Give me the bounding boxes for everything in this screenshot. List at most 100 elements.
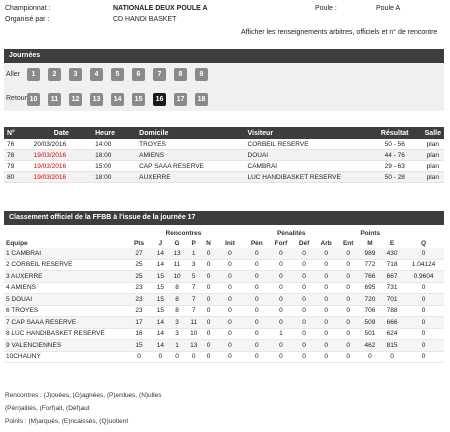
match-visiteur: DOUAI [244,149,368,161]
cls-cell: 0 [202,259,215,271]
cls-cell: 0 [314,248,338,260]
cls-cell: 989 [358,248,382,260]
journee-button-4[interactable]: 4 [90,68,103,81]
journee-button-18[interactable]: 18 [195,93,208,106]
cls-cell: 8 [168,282,186,294]
journee-button-10[interactable]: 10 [27,93,40,106]
cls-cell: 15 [126,339,152,352]
cls-cell: 14 [152,339,169,352]
cls-cell: 624 [381,328,404,340]
journee-button-6[interactable]: 6 [132,68,145,81]
journee-button-9[interactable]: 9 [195,68,208,81]
group-rencontres: Rencontres [165,229,202,237]
cls-cell: 8 [168,293,186,306]
classement-row: 9 VALENCIENNES 15 14 1 13 0 0 0 0 0 0 0 462 815 0 [4,339,444,352]
cls-cell: 0 [314,259,338,271]
journee-button-13[interactable]: 13 [90,93,103,106]
team-name: 5 DOUAI [4,293,126,306]
match-visiteur: CORBEIL RESERVE [244,139,368,150]
cls-cell: 501 [358,328,382,340]
cls-cell: 1 [185,248,203,260]
cls-cell: 0 [314,328,338,340]
cls-col-10: Arb [320,239,332,247]
cls-cell: 15 [152,293,169,306]
journee-button-11[interactable]: 11 [48,93,61,106]
cls-cell: 3 [168,316,186,329]
cls-cell: 731 [381,282,404,294]
match-salle[interactable]: plan [421,160,444,172]
cls-cell: 0 [244,328,269,340]
journee-button-5[interactable]: 5 [111,68,124,81]
match-num: 78 [4,149,31,161]
cls-col-12: M [367,239,373,247]
journee-button-15[interactable]: 15 [132,93,145,106]
cls-cell: 0 [293,293,315,306]
legend-penalites: (Pén)alités, (Forf)ait, (Déf)aut [5,405,90,412]
cls-cell: 0 [337,270,359,283]
cls-cell: 0 [244,293,269,306]
cls-cell: 1 [168,339,186,352]
cls-col-14: Q [421,239,427,247]
cls-cell: 0 [214,293,245,306]
aller-label: Aller [6,71,21,78]
journee-button-7[interactable]: 7 [153,68,166,81]
match-salle[interactable]: plan [421,171,444,183]
cls-col-13: E [389,239,395,247]
match-salle[interactable]: plan [421,139,444,150]
cls-cell: 509 [358,316,382,329]
cls-cell: 0 [268,339,294,352]
match-salle[interactable]: plan [421,149,444,161]
match-date: 19/03/2016 [30,160,93,172]
journee-button-16[interactable]: 16 [153,93,166,106]
cls-cell: 666 [381,316,404,329]
cls-cell: 0 [293,351,315,363]
match-resultat: 44 - 76 [367,149,422,161]
team-name: 7 CAP SAAA RESERVE [4,316,126,329]
cls-cell: 0 [293,248,315,260]
journee-button-14[interactable]: 14 [111,93,124,106]
renseignements-link[interactable]: Afficher les renseignements arbitres, of… [241,29,438,36]
col-resultat: Résultat [367,127,422,139]
cls-col-11: Ent [342,239,354,247]
cls-cell: 0 [293,270,315,283]
cls-cell: 0 [381,351,404,363]
col-salle: Salle [421,127,444,139]
journee-button-12[interactable]: 12 [69,93,82,106]
cls-col-2: J [158,239,163,247]
cls-cell: 0 [337,293,359,306]
cls-cell: 0 [244,259,269,271]
cls-cell: 0 [214,316,245,329]
cls-cell: 0 [268,351,294,363]
cls-cell: 1 [268,328,294,340]
journee-button-2[interactable]: 2 [48,68,61,81]
championnat-label: Championnat : [5,5,51,12]
cls-cell: 23 [126,293,152,306]
cls-cell: 3 [185,259,203,271]
cls-cell: 0 [403,248,444,260]
journee-button-1[interactable]: 1 [27,68,40,81]
cls-cell: 0 [293,259,315,271]
cls-cell: 11 [168,259,186,271]
cls-col-0: Equipe [6,239,28,247]
journee-button-8[interactable]: 8 [174,68,187,81]
retour-label: Retour [6,95,28,102]
match-heure: 18:00 [92,171,137,183]
cls-cell: 14 [152,259,169,271]
team-name: 4 AMIENS [4,282,126,294]
cls-cell: 0 [337,305,359,317]
cls-cell: 25 [126,259,152,271]
cls-cell: 0 [293,282,315,294]
match-row: 76 20/03/2016 14:00 TROYES CORBEIL RESERVE 50… [4,139,444,150]
cls-cell: 0 [268,259,294,271]
cls-col-8: Forf [274,239,288,247]
cls-cell: 0 [293,339,315,352]
journee-button-17[interactable]: 17 [174,93,187,106]
cls-cell: 16 [126,328,152,340]
cls-cell: 5 [185,270,203,283]
cls-cell: 0 [293,328,315,340]
journee-button-3[interactable]: 3 [69,68,82,81]
cls-cell: 815 [381,339,404,352]
match-heure: 14:00 [92,139,137,150]
cls-cell: 0 [268,248,294,260]
team-name: 2 CORBEIL RESERVE [4,259,126,271]
